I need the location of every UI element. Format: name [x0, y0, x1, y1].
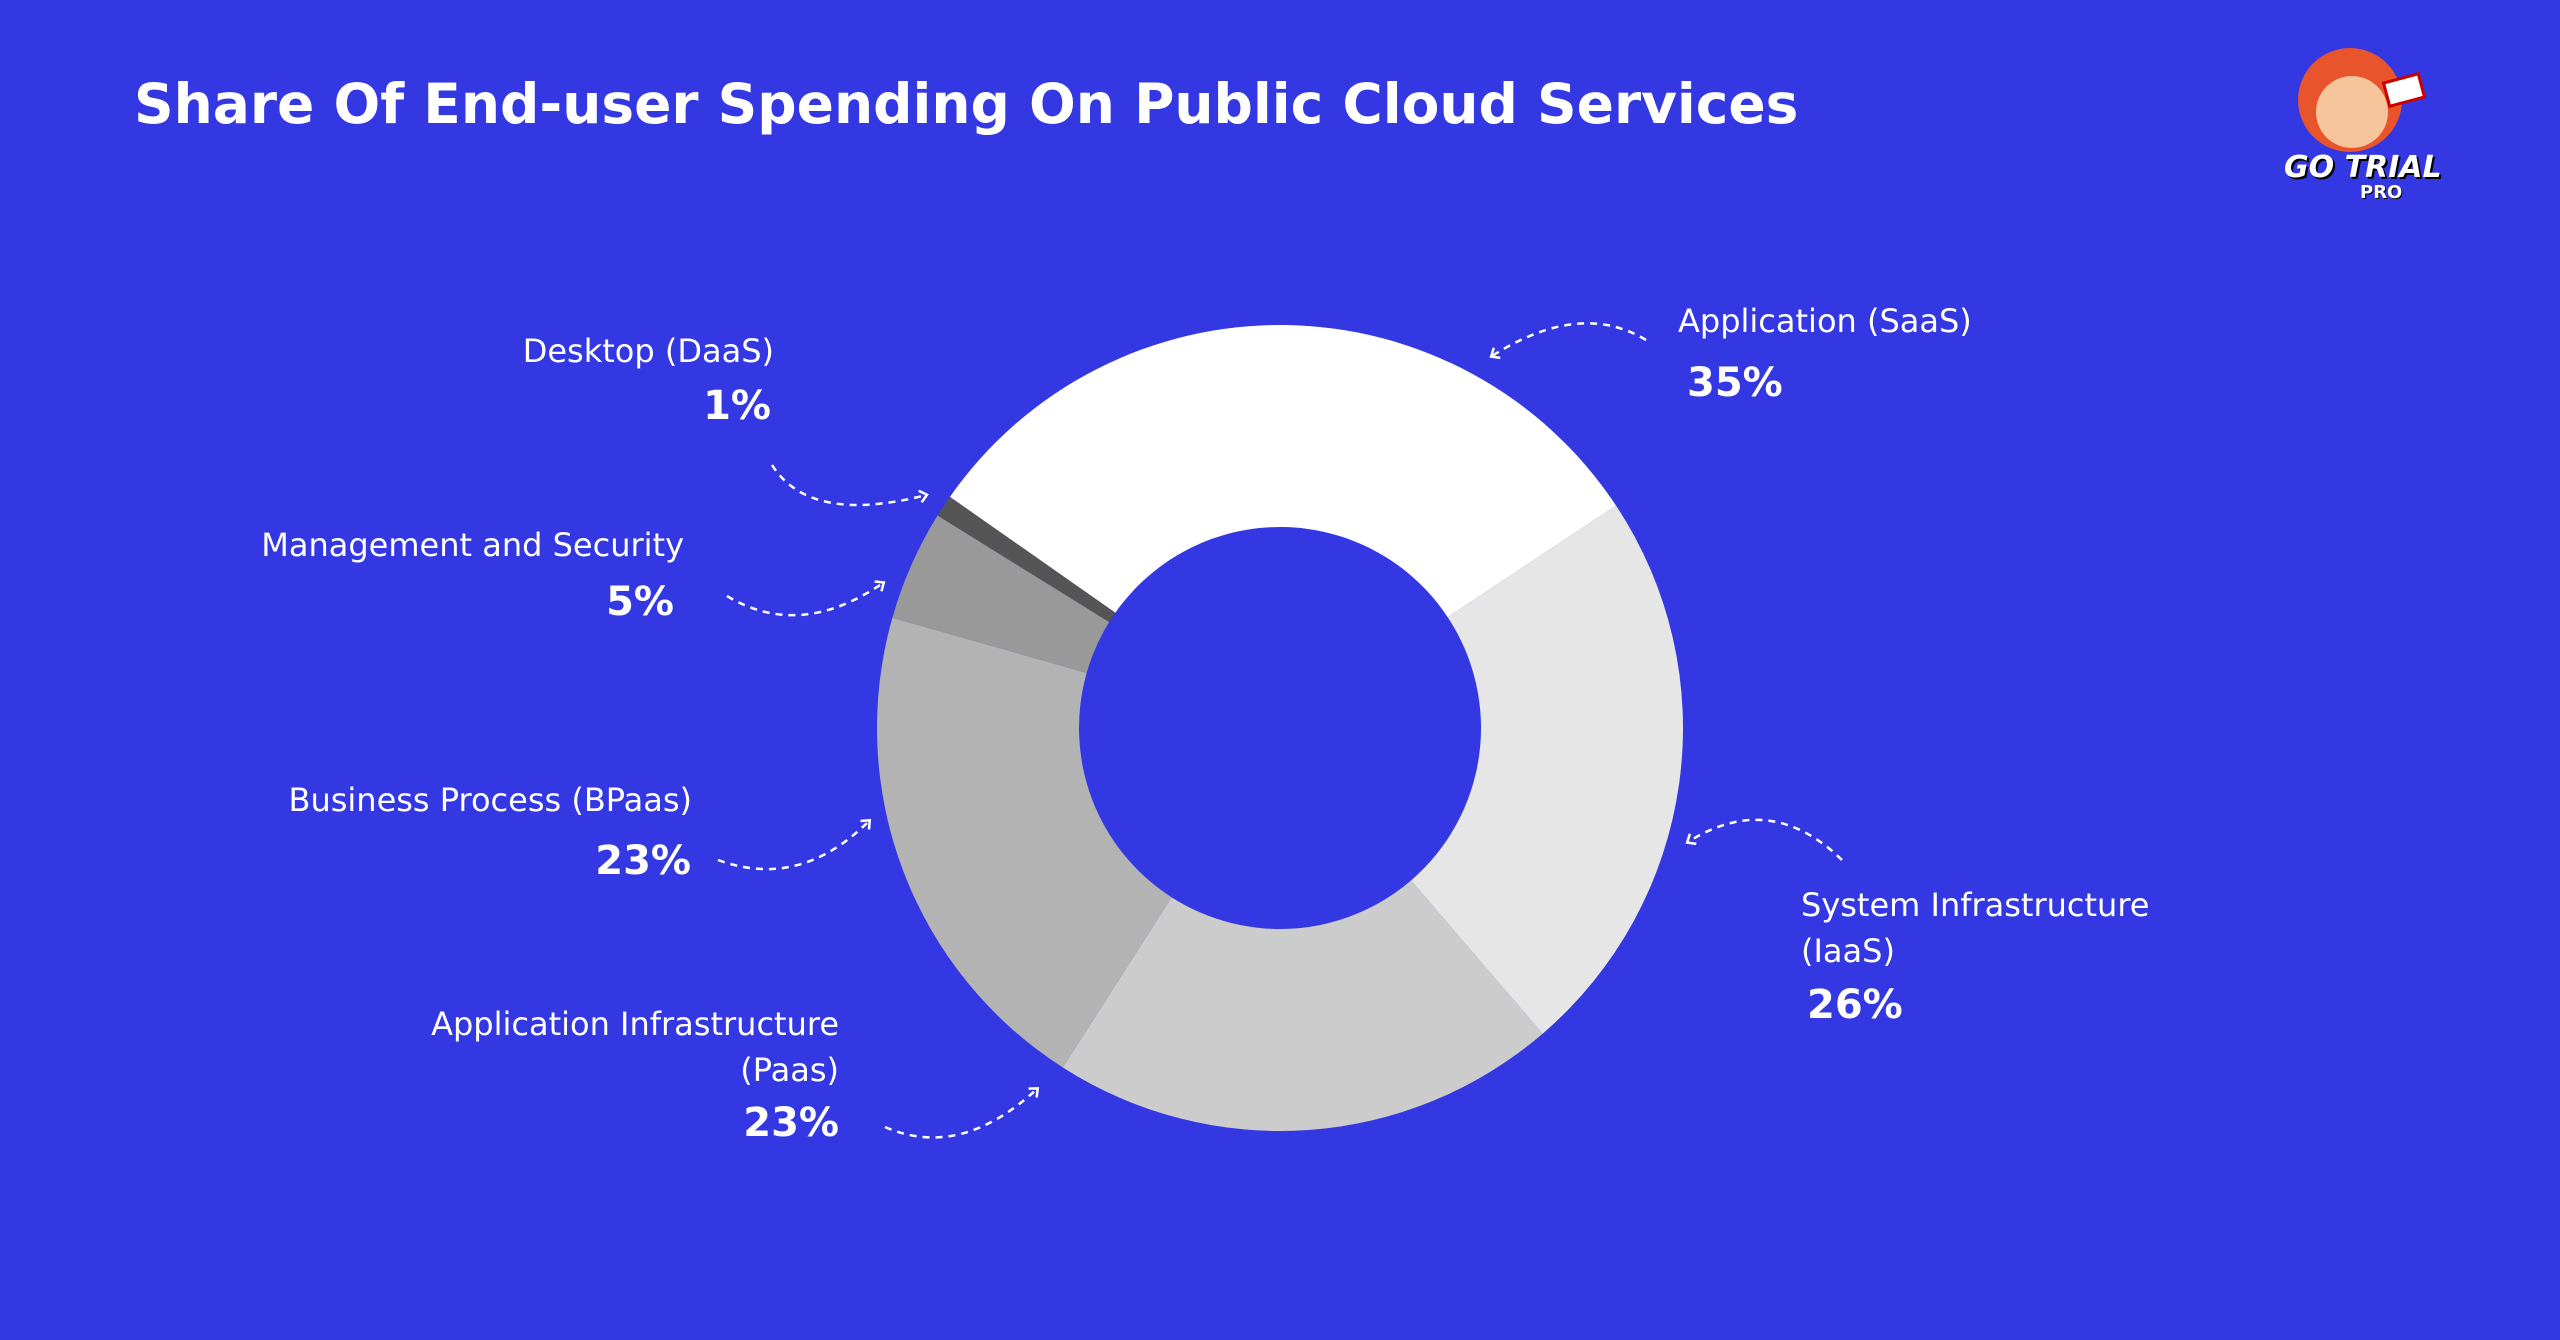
- legend-label: Management and Security: [261, 526, 684, 564]
- arrows: [717, 322, 1843, 1139]
- legend-label: Application (SaaS): [1678, 302, 1972, 340]
- donut-slice: [937, 496, 1116, 623]
- donut-slice: [892, 515, 1110, 673]
- arrow: [884, 1087, 1040, 1139]
- legend-label: Desktop (DaaS): [522, 332, 774, 370]
- value-label: 5%: [606, 579, 674, 625]
- logo-text: PRO: [2360, 182, 2403, 203]
- donut-slice: [1410, 505, 1683, 1034]
- value-label: 35%: [1687, 360, 1783, 406]
- logo-coupon: [2381, 71, 2427, 109]
- arrow: [717, 818, 872, 871]
- legend-label: Application Infrastructure (Paas): [431, 1005, 839, 1089]
- logo-face: [2316, 76, 2388, 148]
- arrow: [1489, 322, 1647, 360]
- legend-label: System Infrastructure (IaaS): [1801, 886, 2150, 970]
- donut-slice: [949, 324, 1617, 618]
- value-label: 23%: [743, 1100, 839, 1146]
- value-label: 26%: [1807, 982, 1903, 1028]
- donut-slice: [877, 617, 1172, 1068]
- donut-slice: [1062, 880, 1543, 1131]
- logo-text: GO TRIAL: [2284, 150, 2442, 185]
- chart-title: Share Of End-user Spending On Public Clo…: [134, 72, 1799, 136]
- arrow: [1685, 818, 1843, 861]
- arrow: [770, 464, 929, 507]
- value-label: 23%: [595, 838, 691, 884]
- legend-label: Business Process (BPaas): [288, 781, 692, 819]
- logo-art: [2298, 48, 2427, 152]
- arrow: [726, 580, 886, 617]
- value-label: 1%: [703, 383, 771, 429]
